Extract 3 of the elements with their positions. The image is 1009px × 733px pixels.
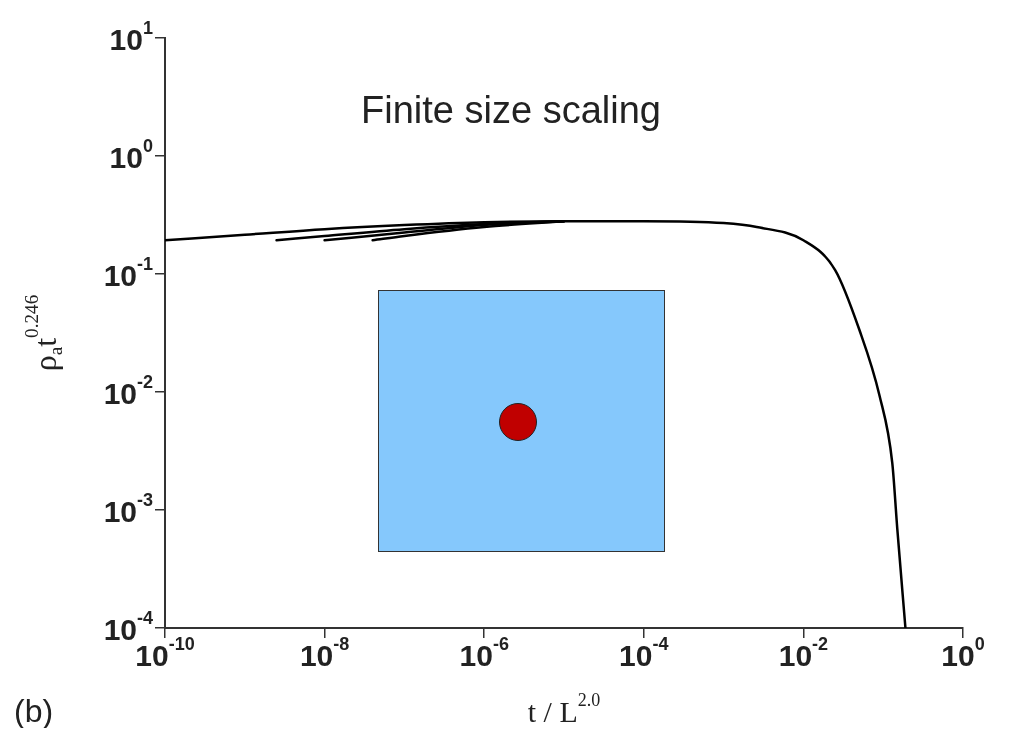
y-axis-title: ρat0.246 bbox=[21, 294, 67, 372]
text: (b) bbox=[14, 693, 54, 729]
text: Finite size scaling bbox=[361, 89, 661, 131]
